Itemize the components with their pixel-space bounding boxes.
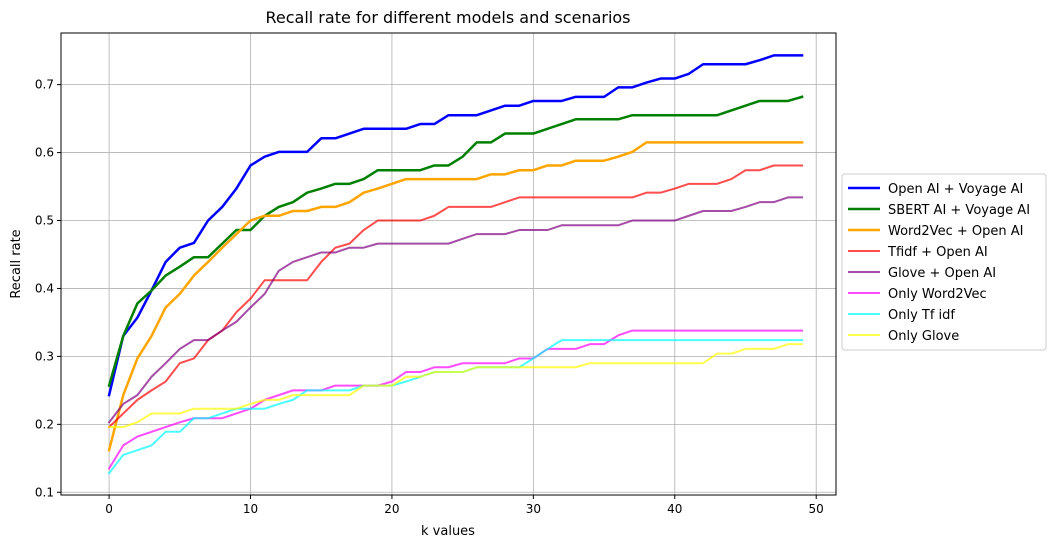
series-line: [107, 164, 804, 429]
x-tick-label: 40: [667, 502, 682, 516]
legend-label: Glove + Open AI: [888, 266, 996, 281]
x-axis: 0 10 20 30 40 50: [105, 495, 824, 516]
y-tick-label: 0.1: [35, 485, 54, 499]
plot-frame: [60, 32, 837, 496]
legend-label: Only Glove: [888, 329, 959, 344]
y-tick-label: 0.7: [35, 78, 54, 92]
y-tick-label: 0.2: [35, 417, 54, 431]
x-tick-label: 0: [105, 502, 113, 516]
x-axis-label: k values: [421, 524, 475, 539]
series-line: [107, 339, 804, 475]
legend-frame: [841, 173, 1047, 351]
series-line: [107, 329, 804, 470]
x-tick-label: 50: [809, 502, 824, 516]
series-line: [108, 343, 804, 429]
plot-area: [107, 54, 804, 475]
series-line: [107, 95, 804, 388]
y-tick-label: 0.6: [35, 146, 54, 160]
series-line: [107, 196, 804, 424]
series-line: [107, 54, 804, 397]
legend-label: Word2Vec + Open AI: [888, 224, 1023, 239]
chart-title: Recall rate for different models and sce…: [265, 8, 630, 27]
legend-label: SBERT AI + Voyage AI: [888, 203, 1030, 218]
legend: Open AI + Voyage AI SBERT AI + Voyage AI W…: [841, 173, 1047, 351]
y-tick-label: 0.3: [35, 349, 54, 363]
legend-label: Open AI + Voyage AI: [888, 182, 1023, 197]
y-axis-label: Recall rate: [9, 229, 24, 298]
x-tick-label: 30: [526, 502, 541, 516]
grid-lines: [61, 33, 836, 495]
x-tick-label: 10: [243, 502, 258, 516]
legend-label: Tfidf + Open AI: [887, 245, 988, 260]
y-axis: 0.1 0.2 0.3 0.4 0.5 0.6 0.7: [35, 78, 61, 499]
legend-label: Only Tf idf: [888, 308, 955, 323]
y-tick-label: 0.5: [35, 214, 54, 228]
x-tick-label: 20: [384, 502, 399, 516]
series-line: [107, 141, 804, 452]
legend-label: Only Word2Vec: [888, 287, 987, 302]
y-tick-label: 0.4: [35, 281, 54, 295]
